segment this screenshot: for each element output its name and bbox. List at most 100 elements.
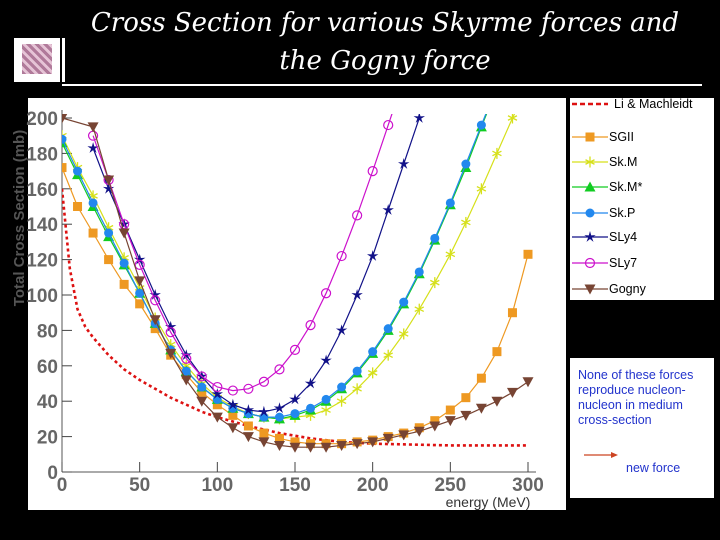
- data-point-sk-p: [135, 288, 145, 298]
- data-point-sk-p: [119, 258, 129, 268]
- logo-graphic: [22, 44, 52, 74]
- data-point-sgii: [259, 428, 269, 438]
- data-point-sk-m: [398, 328, 409, 340]
- data-point-sk-p: [88, 198, 98, 208]
- legend-item-gogny: Gogny: [572, 282, 647, 296]
- data-point-sly4: [351, 289, 363, 300]
- x-tick-label: 50: [129, 475, 150, 496]
- data-point-sly4: [102, 182, 115, 194]
- y-tick-label: 160: [26, 180, 58, 201]
- data-point-sk-p: [197, 382, 207, 392]
- data-point-gogny: [506, 387, 518, 398]
- y-tick-label: 0: [47, 463, 58, 484]
- data-point-gogny: [273, 440, 285, 451]
- data-point-sk-p: [445, 198, 455, 208]
- data-point-sgii: [492, 347, 502, 357]
- legend-item-sk-m: Sk.M: [572, 155, 637, 169]
- data-point-gogny: [305, 442, 317, 453]
- data-point-sly7: [320, 288, 332, 299]
- data-point-sly4: [367, 250, 379, 261]
- data-point-sly4: [87, 142, 99, 153]
- data-point-sgii: [228, 410, 238, 420]
- y-tick-label: 120: [26, 251, 58, 272]
- data-point-gogny: [87, 122, 99, 133]
- data-point-sly4: [165, 320, 177, 332]
- legend-label: Sk.P: [609, 206, 635, 220]
- data-point-sgii: [119, 279, 129, 289]
- data-point-sgii: [212, 400, 222, 410]
- data-point-sk-p: [306, 403, 316, 413]
- data-point-gogny: [118, 228, 130, 239]
- data-point-sly7: [227, 385, 238, 396]
- y-tick-label: 20: [37, 428, 58, 449]
- y-tick-label: 80: [37, 321, 58, 342]
- data-point-gogny: [522, 377, 534, 388]
- data-point-gogny: [491, 396, 503, 407]
- data-point-gogny: [320, 442, 332, 453]
- data-point-sly4: [320, 354, 332, 366]
- x-tick-label: 150: [279, 475, 311, 496]
- y-tick-label: 100: [26, 286, 58, 307]
- x-tick-label: 250: [434, 475, 466, 496]
- data-point-gogny: [382, 433, 394, 444]
- data-point-gogny: [180, 375, 192, 386]
- data-point-sly4: [149, 289, 161, 300]
- data-point-sk-m: [367, 367, 378, 379]
- page-title: Cross Section for various Skyrme forces …: [90, 8, 680, 76]
- legend-label: SLy4: [609, 230, 637, 244]
- legend-item-li-machleidt: Li & Machleidt: [572, 97, 693, 111]
- data-point-sk-p: [181, 366, 191, 376]
- data-point-sk-p: [368, 347, 378, 357]
- data-point-sly4: [398, 158, 410, 169]
- data-point-sly7: [134, 259, 145, 271]
- series-gogny: [62, 114, 534, 453]
- x-axis-label: energy (MeV): [446, 494, 531, 510]
- legend-swatch-marker: [584, 257, 596, 269]
- data-point-sly7: [289, 344, 301, 355]
- data-point-sly4: [413, 114, 425, 123]
- data-point-sly4: [134, 253, 146, 265]
- legend-swatch-marker: [584, 284, 596, 295]
- data-point-sk-p: [62, 134, 67, 144]
- data-point-sgii: [135, 299, 145, 309]
- data-point-gogny: [460, 410, 472, 421]
- data-point-sk-m: [492, 147, 502, 159]
- new-force-label: new force: [626, 461, 681, 475]
- data-point-sgii: [523, 249, 533, 259]
- legend-item-sly7: SLy7: [572, 256, 637, 270]
- data-point-gogny: [398, 430, 410, 441]
- data-point-sgii: [88, 228, 98, 238]
- legend-label: Sk.M: [609, 155, 637, 169]
- data-point-sk-m: [507, 114, 518, 124]
- data-point-sly7: [150, 295, 161, 306]
- legend-swatch-marker: [584, 181, 596, 192]
- data-point-sk-p: [414, 267, 424, 277]
- y-tick-label: 60: [37, 357, 58, 378]
- data-point-sly4: [211, 388, 223, 399]
- data-point-sly7: [305, 319, 316, 331]
- y-axis-label: Total Cross Section (mb): [11, 130, 28, 306]
- data-point-sly4: [289, 393, 301, 405]
- y-tick-label: 180: [26, 144, 58, 165]
- legend-item-sly4: SLy4: [572, 230, 637, 244]
- y-tick-label: 40: [37, 392, 58, 413]
- data-point-sgii: [461, 393, 471, 403]
- logo: [14, 38, 60, 82]
- data-point-sk-m: [336, 395, 347, 407]
- data-point-sk-p: [259, 412, 269, 422]
- data-point-sk-p: [104, 228, 114, 238]
- data-point-sly4: [304, 377, 317, 389]
- data-point-sk-p: [290, 409, 300, 419]
- data-point-gogny: [429, 421, 441, 432]
- data-point-gogny: [103, 175, 115, 186]
- data-point-gogny: [444, 416, 456, 427]
- data-point-gogny: [134, 276, 146, 287]
- data-point-sk-p: [274, 412, 284, 422]
- data-point-gogny: [351, 439, 363, 450]
- data-point-gogny: [475, 403, 487, 414]
- legend-item-sgii: SGII: [572, 130, 634, 144]
- legend-swatch-marker: [584, 231, 596, 242]
- data-point-sgii: [507, 308, 517, 318]
- series-line-sly4: [92, 117, 420, 413]
